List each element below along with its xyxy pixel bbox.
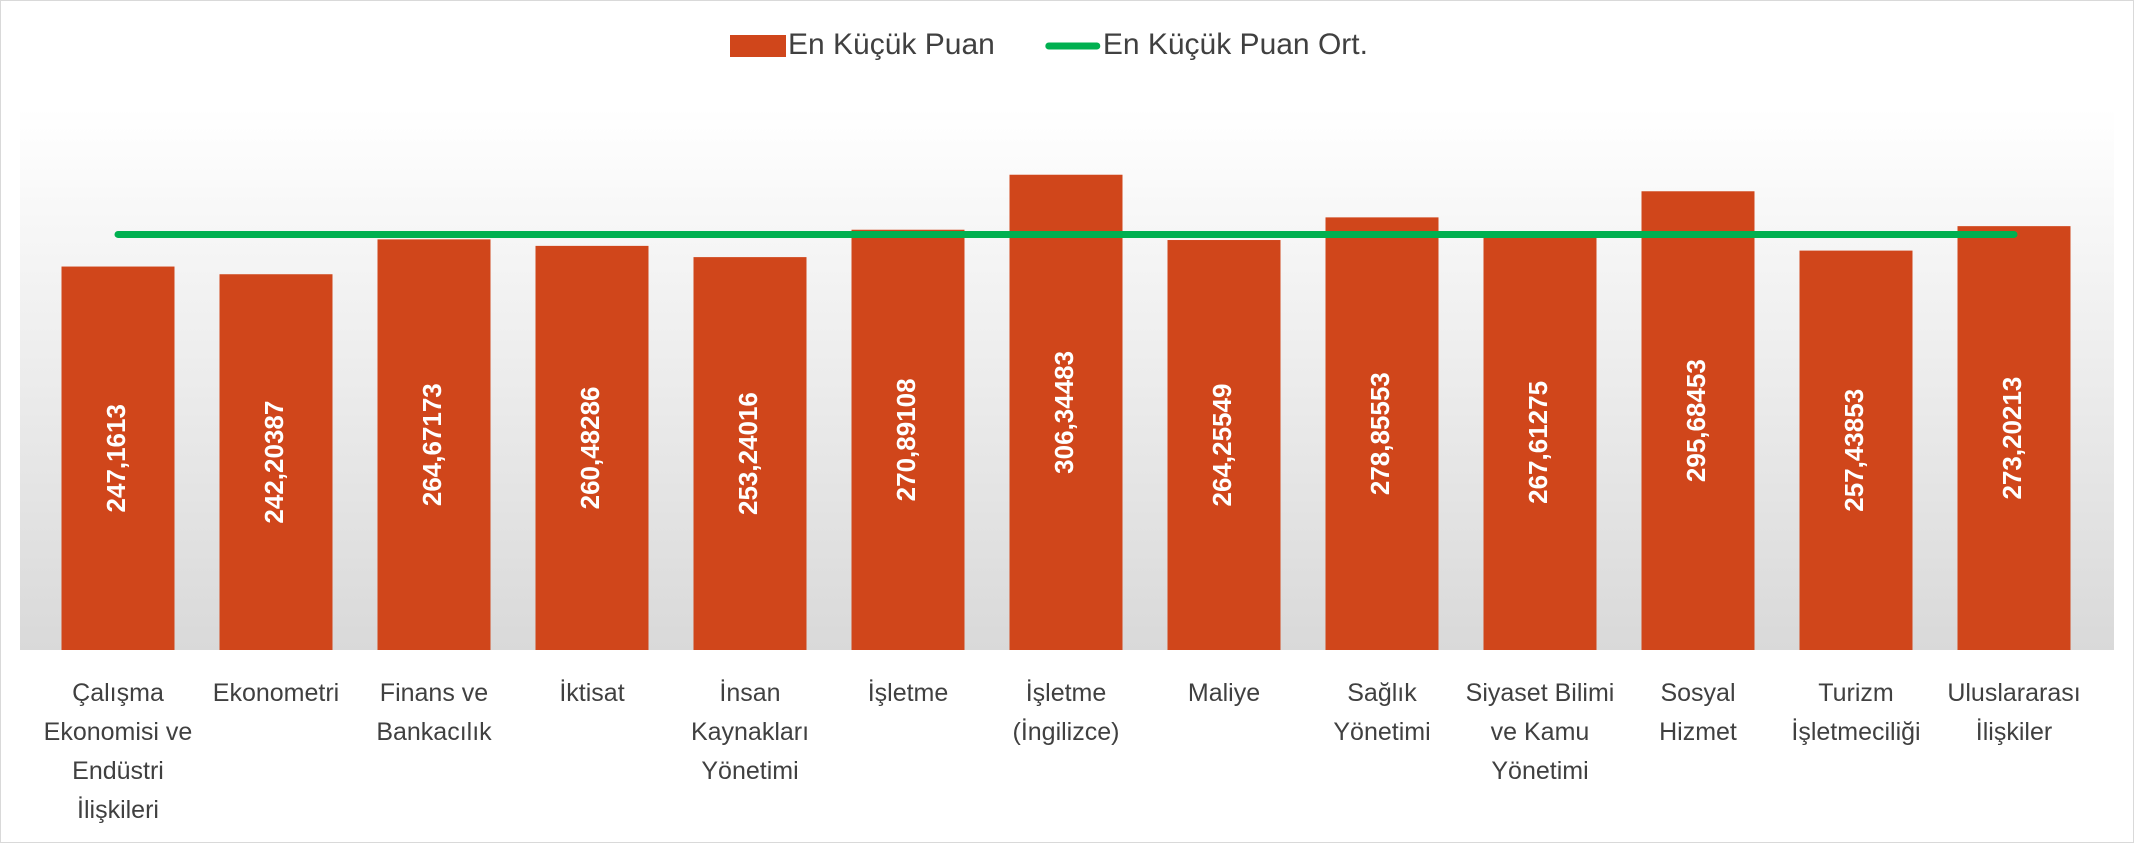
bar — [1483, 234, 1597, 650]
legend-label: En Küçük Puan Ort. — [1103, 28, 1368, 61]
legend-swatch — [730, 35, 786, 57]
data-label: 264,25549 — [1207, 384, 1237, 507]
bar — [535, 245, 649, 650]
x-tick-label: İşletme — [867, 679, 949, 707]
x-tick-label: Siyaset Bilimi ve Kamu Yönetimi — [1465, 679, 1615, 785]
x-tick-label: Finans ve Bankacılık — [376, 679, 492, 746]
bar — [377, 239, 491, 650]
data-label: 264,67173 — [417, 383, 447, 506]
data-label: 247,1613 — [101, 404, 131, 512]
x-tick-label: İnsan Kaynakları Yönetimi — [690, 679, 810, 785]
data-label: 267,61275 — [1523, 381, 1553, 504]
data-label: 257,43853 — [1839, 389, 1869, 512]
x-tick-label: Çalışma Ekonomisi ve Endüstri İlişkileri — [43, 679, 193, 824]
bar — [851, 229, 965, 650]
x-tick-label: Sağlık Yönetimi — [1333, 679, 1431, 746]
bar — [219, 274, 333, 650]
bar — [61, 266, 175, 650]
x-tick-label: İşletme (İngilizce) — [1012, 679, 1120, 746]
data-label: 273,20213 — [1997, 377, 2027, 500]
data-label: 306,34483 — [1049, 351, 1079, 474]
x-tick-label: İktisat — [559, 679, 625, 707]
data-label: 270,89108 — [891, 378, 921, 501]
x-tick-label: Ekonometri — [212, 679, 340, 707]
bar — [1957, 226, 2071, 650]
legend-label: En Küçük Puan — [788, 28, 995, 61]
data-label: 260,48286 — [575, 386, 605, 509]
x-tick-label: Turizm İşletmeciliği — [1791, 679, 1921, 746]
bar — [1325, 217, 1439, 651]
x-tick-label: Maliye — [1187, 679, 1261, 707]
data-label: 253,24016 — [733, 392, 763, 515]
x-tick-label: Uluslararası İlişkiler — [1947, 679, 2081, 746]
data-label: 242,20387 — [259, 401, 289, 524]
data-label: 295,68453 — [1681, 359, 1711, 482]
bar — [1799, 250, 1913, 650]
bar — [1641, 191, 1755, 650]
bar — [1167, 240, 1281, 650]
data-label: 278,85553 — [1365, 372, 1395, 495]
x-tick-label: Sosyal Hizmet — [1659, 679, 1737, 746]
bar — [693, 257, 807, 650]
bar — [1009, 174, 1123, 650]
